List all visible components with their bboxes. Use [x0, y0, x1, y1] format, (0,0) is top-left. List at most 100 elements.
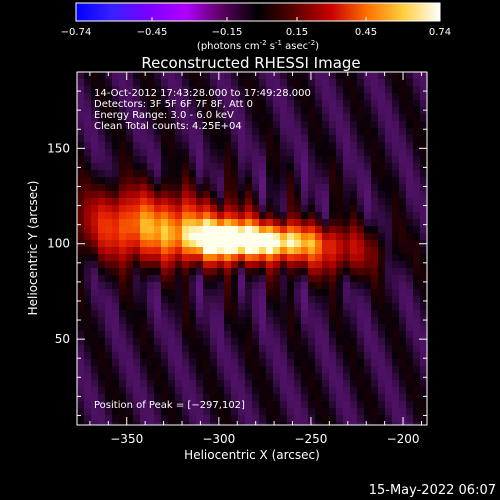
heat-cell: [182, 128, 189, 135]
heat-cell: [98, 310, 105, 317]
heat-cell: [315, 72, 322, 79]
heat-cell: [196, 338, 203, 345]
heat-cell: [168, 422, 175, 425]
heat-cell: [392, 317, 399, 324]
heat-cell: [308, 331, 315, 338]
heat-cell: [343, 86, 350, 93]
heat-cell: [252, 373, 259, 380]
heat-cell: [147, 415, 154, 422]
heat-cell: [280, 366, 287, 373]
heat-cell: [252, 219, 259, 226]
heat-cell: [287, 233, 294, 240]
heat-cell: [77, 422, 84, 425]
heat-cell: [371, 373, 378, 380]
heat-cell: [350, 366, 357, 373]
heat-cell: [287, 177, 294, 184]
heat-cell: [77, 79, 84, 86]
heat-cell: [392, 142, 399, 149]
heat-cell: [322, 380, 329, 387]
heat-cell: [175, 352, 182, 359]
heat-cell: [119, 212, 126, 219]
heat-cell: [133, 268, 140, 275]
heat-cell: [273, 79, 280, 86]
heat-cell: [301, 254, 308, 261]
heat-cell: [98, 282, 105, 289]
heat-cell: [336, 233, 343, 240]
heat-cell: [119, 107, 126, 114]
heat-cell: [147, 268, 154, 275]
heat-cell: [231, 163, 238, 170]
heat-cell: [308, 100, 315, 107]
heat-cell: [112, 317, 119, 324]
heat-cell: [301, 191, 308, 198]
heat-cell: [273, 107, 280, 114]
heat-cell: [91, 149, 98, 156]
heat-cell: [315, 324, 322, 331]
heat-cell: [217, 422, 224, 425]
heat-cell: [413, 184, 420, 191]
heat-cell: [364, 163, 371, 170]
heat-cell: [147, 345, 154, 352]
heat-cell: [154, 408, 161, 415]
heat-cell: [364, 226, 371, 233]
heat-cell: [140, 282, 147, 289]
heat-cell: [308, 184, 315, 191]
heat-cell: [420, 212, 427, 219]
heat-cell: [420, 205, 427, 212]
heat-cell: [259, 415, 266, 422]
heat-cell: [133, 79, 140, 86]
heat-cell: [189, 387, 196, 394]
heat-cell: [399, 415, 406, 422]
heat-cell: [259, 240, 266, 247]
heat-cell: [77, 310, 84, 317]
heat-cell: [252, 184, 259, 191]
heat-cell: [329, 212, 336, 219]
heat-cell: [308, 422, 315, 425]
heat-cell: [329, 72, 336, 79]
heat-cell: [224, 149, 231, 156]
heat-cell: [217, 72, 224, 79]
heat-cell: [259, 184, 266, 191]
heat-cell: [308, 170, 315, 177]
heat-cell: [273, 72, 280, 79]
heat-cell: [252, 121, 259, 128]
heat-cell: [350, 359, 357, 366]
heat-cell: [119, 163, 126, 170]
heat-cell: [336, 373, 343, 380]
heat-cell: [357, 233, 364, 240]
heat-cell: [91, 317, 98, 324]
heat-cell: [210, 394, 217, 401]
heat-cell: [406, 240, 413, 247]
heat-cell: [371, 233, 378, 240]
heat-cell: [217, 254, 224, 261]
heat-cell: [406, 86, 413, 93]
heat-cell: [238, 198, 245, 205]
heat-cell: [273, 408, 280, 415]
heat-cell: [98, 422, 105, 425]
heat-cell: [133, 240, 140, 247]
heat-cell: [91, 352, 98, 359]
heat-cell: [336, 268, 343, 275]
heat-cell: [413, 345, 420, 352]
heat-cell: [399, 247, 406, 254]
heat-cell: [266, 310, 273, 317]
heat-cell: [196, 205, 203, 212]
heat-cell: [175, 408, 182, 415]
heat-cell: [273, 338, 280, 345]
heat-cell: [315, 205, 322, 212]
heat-cell: [294, 408, 301, 415]
heat-cell: [196, 79, 203, 86]
heat-cell: [203, 387, 210, 394]
heat-cell: [336, 345, 343, 352]
heat-cell: [217, 163, 224, 170]
heat-cell: [301, 156, 308, 163]
heat-cell: [364, 296, 371, 303]
heat-cell: [329, 373, 336, 380]
heat-cell: [280, 401, 287, 408]
heat-cell: [315, 352, 322, 359]
heat-cell: [399, 184, 406, 191]
heat-cell: [196, 408, 203, 415]
heat-cell: [231, 415, 238, 422]
heat-cell: [378, 100, 385, 107]
heat-cell: [357, 387, 364, 394]
